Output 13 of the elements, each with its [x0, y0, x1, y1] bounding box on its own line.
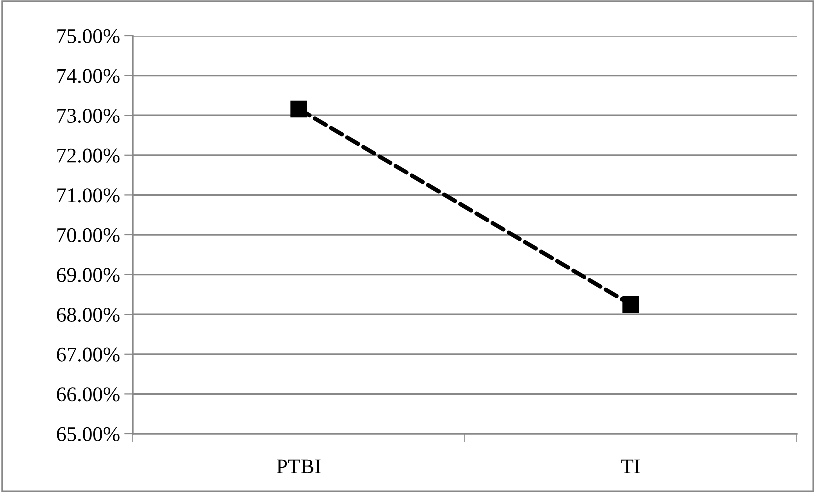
y-tick-label: 65.00%: [57, 427, 120, 442]
y-tick-label: 74.00%: [58, 69, 120, 84]
x-tick-label: PTBI: [277, 460, 321, 474]
y-tick-label: 69.00%: [57, 268, 120, 282]
y-tick-label: 72.00%: [58, 148, 120, 163]
y-tick-label: 73.00%: [58, 108, 120, 124]
y-tick-label: 70.00%: [58, 228, 120, 243]
y-tick-label: 68.00%: [57, 308, 120, 322]
x-tick-label: TI: [622, 460, 640, 474]
y-tick-label: 75.00%: [58, 29, 120, 44]
y-tick-label: 67.00%: [57, 348, 120, 362]
y-tick-label: 66.00%: [57, 388, 120, 402]
y-tick-label: 71.00%: [58, 188, 120, 203]
